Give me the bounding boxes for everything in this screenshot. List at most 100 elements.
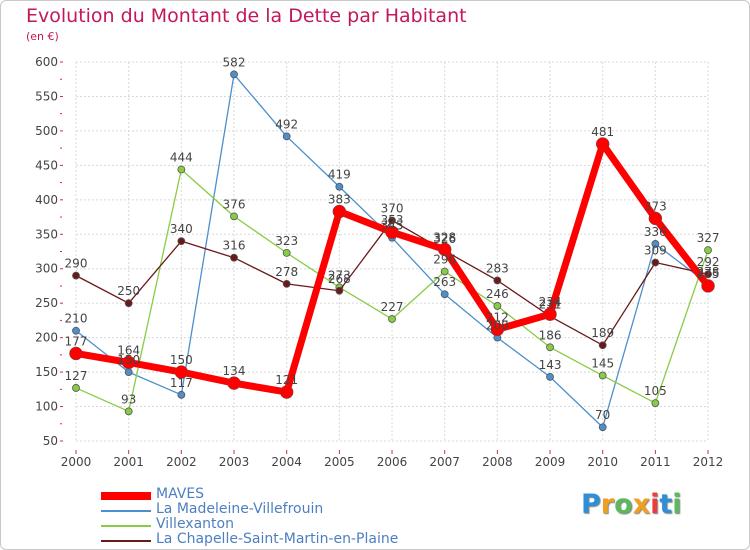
data-point <box>595 137 610 151</box>
legend-label: La Madeleine-Villefrouin <box>156 501 324 517</box>
data-point <box>493 302 502 310</box>
data-label: 419 <box>328 168 351 182</box>
y-tick-label: 200 <box>35 331 58 345</box>
x-tick-label: 2012 <box>693 455 724 469</box>
x-tick-label: 2008 <box>482 455 513 469</box>
data-point <box>332 204 347 219</box>
data-point <box>335 286 344 295</box>
data-point <box>701 279 715 293</box>
data-label: 582 <box>223 55 246 69</box>
data-label: 353 <box>381 213 404 227</box>
proxiti-logo: Proxiti <box>581 489 682 520</box>
data-label: 370 <box>381 201 404 215</box>
data-label: 492 <box>275 117 298 131</box>
data-label: 150 <box>117 353 140 367</box>
data-label: 234 <box>539 295 562 309</box>
data-label: 177 <box>65 334 88 348</box>
data-point <box>388 216 396 225</box>
data-label: 345 <box>381 219 404 233</box>
data-point <box>651 258 660 267</box>
data-label: 323 <box>275 234 298 248</box>
data-point <box>124 368 133 376</box>
legend-label: Villexanton <box>156 516 234 532</box>
data-point <box>282 132 291 141</box>
data-label: 376 <box>223 197 246 211</box>
legend-swatch <box>101 492 151 500</box>
data-point <box>124 407 133 416</box>
data-label: 481 <box>591 125 614 139</box>
data-label: 189 <box>591 326 614 340</box>
data-point <box>282 248 291 257</box>
data-point <box>177 237 186 246</box>
y-tick-label: 550 <box>35 89 58 103</box>
data-point <box>69 346 83 361</box>
data-label: 292 <box>697 255 720 269</box>
data-point <box>385 225 399 239</box>
data-label: 444 <box>170 150 193 164</box>
data-label: 328 <box>433 230 456 244</box>
data-label: 231 <box>539 297 562 311</box>
data-label: 117 <box>170 376 193 390</box>
y-tick-label: 250 <box>35 296 58 310</box>
legend-swatch <box>101 525 151 527</box>
data-label: 227 <box>381 300 404 314</box>
data-label: 326 <box>433 232 456 246</box>
data-point <box>279 385 294 399</box>
x-tick-label: 2000 <box>61 455 92 469</box>
data-point <box>177 165 186 174</box>
data-point <box>598 341 607 350</box>
y-tick-label: 450 <box>35 158 58 172</box>
data-label: 273 <box>328 268 351 282</box>
data-point <box>598 423 607 432</box>
y-tick-label: 350 <box>35 227 58 241</box>
data-label: 373 <box>644 199 667 213</box>
data-label: 340 <box>170 222 193 236</box>
x-tick-label: 2007 <box>429 455 460 469</box>
y-tick-label: 500 <box>35 124 58 138</box>
data-point <box>121 355 136 370</box>
data-label: 246 <box>486 287 509 301</box>
data-point <box>543 307 557 321</box>
x-tick-label: 2010 <box>587 455 618 469</box>
x-tick-label: 2002 <box>166 455 197 469</box>
data-label: 134 <box>223 364 246 378</box>
data-point <box>72 326 80 335</box>
data-label: 93 <box>121 392 136 406</box>
data-label: 70 <box>595 408 610 422</box>
data-point <box>648 211 663 226</box>
data-point <box>227 376 241 390</box>
y-tick-label: 300 <box>35 262 58 276</box>
data-point <box>704 246 712 255</box>
data-point <box>124 299 133 308</box>
data-point <box>546 343 554 352</box>
data-point <box>174 365 189 379</box>
data-label: 143 <box>539 358 562 372</box>
data-label: 316 <box>223 239 246 253</box>
data-label: 127 <box>65 369 88 383</box>
y-tick-label: 150 <box>35 365 58 379</box>
data-point <box>335 182 344 191</box>
legend-label: La Chapelle-Saint-Martin-en-Plaine <box>156 531 399 547</box>
x-tick-label: 2003 <box>219 455 250 469</box>
y-tick-label: 50 <box>43 434 58 448</box>
y-tick-label: 100 <box>35 400 58 414</box>
data-label: 278 <box>697 265 720 279</box>
data-point <box>230 212 238 221</box>
data-point <box>177 390 186 399</box>
chart-subtitle: (en €) <box>26 30 59 43</box>
legend-label: MAVES <box>156 486 205 502</box>
data-label: 145 <box>591 357 614 371</box>
data-point <box>388 315 396 323</box>
data-label: 212 <box>486 310 509 324</box>
chart-title: Evolution du Montant de la Dette par Hab… <box>26 5 467 27</box>
legend-swatch <box>101 540 151 542</box>
y-tick-label: 600 <box>35 55 58 69</box>
x-tick-label: 2006 <box>377 455 408 469</box>
data-point <box>490 322 505 337</box>
data-label: 121 <box>275 373 298 387</box>
data-point <box>440 290 449 299</box>
x-tick-label: 2005 <box>324 455 355 469</box>
data-point <box>230 253 238 262</box>
